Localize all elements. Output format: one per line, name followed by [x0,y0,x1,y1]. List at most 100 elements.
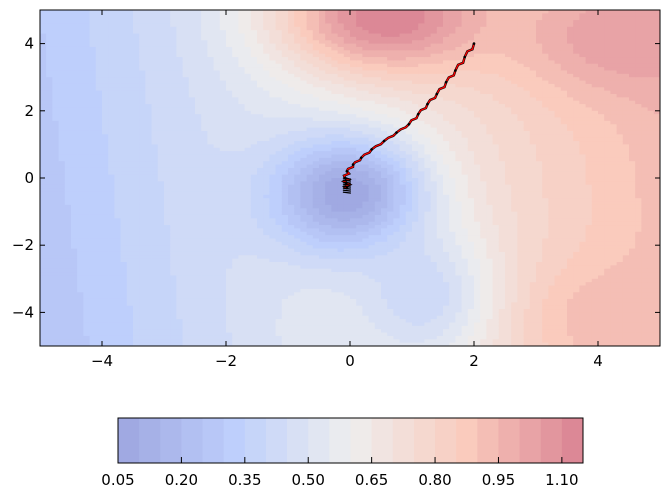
contour-cell [58,265,66,270]
contour-cell [182,241,190,246]
contour-cell [263,100,270,105]
contour-cell [145,33,153,38]
contour-cell [77,46,84,51]
contour-cell [269,147,277,152]
contour-cell [58,161,66,166]
contour-cell [52,241,60,246]
contour-cell [195,201,202,206]
contour-cell [46,218,53,223]
contour-cell [288,315,295,320]
contour-cell [188,238,196,243]
contour-cell [337,335,345,340]
contour-cell [269,275,277,280]
contour-cell [238,184,246,189]
contour-cell [58,147,66,152]
contour-cell [139,23,146,28]
contour-cell [108,40,115,45]
contour-cell [157,315,165,320]
plot-area: −4 −2 0 2 4 420−2−4 [12,9,661,370]
contour-cell [188,184,196,189]
contour-cell [188,275,196,280]
contour-cell [306,302,314,307]
contour-cell [337,184,345,189]
contour-cell [275,315,283,320]
contour-cell [188,80,196,85]
contour-cell [77,141,84,145]
contour-cell [294,181,301,186]
contour-cell [219,104,227,109]
contour-cell [343,265,351,270]
contour-cell [58,218,66,223]
contour-cell [108,16,115,21]
contour-cell [89,141,97,145]
contour-cell [207,225,215,229]
contour-cell [300,90,308,95]
contour-cell [52,151,60,156]
contour-cell [269,157,277,162]
contour-cell [108,167,115,172]
contour-cell [89,208,97,213]
contour-cell [145,325,153,330]
contour-cell [108,36,115,41]
contour-cell [108,315,115,320]
contour-cell [77,87,84,92]
contour-cell [58,67,66,72]
contour-cell [170,181,177,186]
contour-cell [139,154,146,159]
contour-cell [250,218,258,223]
contour-cell [40,218,47,223]
contour-cell [46,288,53,293]
contour-cell [188,251,196,256]
contour-cell [77,94,84,98]
contour-cell [337,201,345,206]
contour-cell [176,104,184,109]
contour-cell [281,70,289,75]
contour-cell [120,161,128,166]
contour-cell [195,157,202,162]
contour-cell [201,295,208,300]
contour-cell [182,214,190,219]
contour-cell [89,130,97,135]
contour-cell [300,80,308,85]
contour-cell [182,272,190,277]
contour-cell [294,292,301,297]
contour-cell [170,309,177,313]
contour-cell [275,292,283,297]
contour-cell [201,194,208,199]
contour-cell [120,60,128,65]
contour-cell [263,204,270,209]
contour-cell [226,30,233,35]
contour-cell [139,94,146,98]
contour-cell [263,251,270,256]
contour-cell [281,322,289,327]
contour-cell [244,332,252,337]
contour-cell [139,147,146,152]
contour-cell [157,272,165,277]
contour-cell [139,322,146,327]
contour-cell [257,241,264,246]
contour-cell [275,305,283,310]
contour-cell [288,167,295,172]
contour-cell [102,309,109,313]
contour-cell [294,339,301,344]
contour-cell [145,278,153,283]
contour-cell [64,251,72,256]
contour-cell [114,134,122,139]
contour-cell [250,325,258,330]
contour-cell [319,104,326,109]
contour-cell [114,335,122,340]
contour-cell [114,238,122,243]
contour-cell [182,298,190,303]
contour-cell [182,201,190,206]
contour-cell [294,275,301,280]
contour-cell [306,141,314,145]
contour-cell [275,235,283,240]
contour-cell [58,245,66,250]
contour-cell [114,208,122,213]
contour-cell [250,204,258,209]
contour-cell [188,50,196,55]
contour-cell [325,36,332,41]
contour-cell [232,40,239,45]
contour-cell [281,46,289,51]
contour-cell [300,114,308,119]
